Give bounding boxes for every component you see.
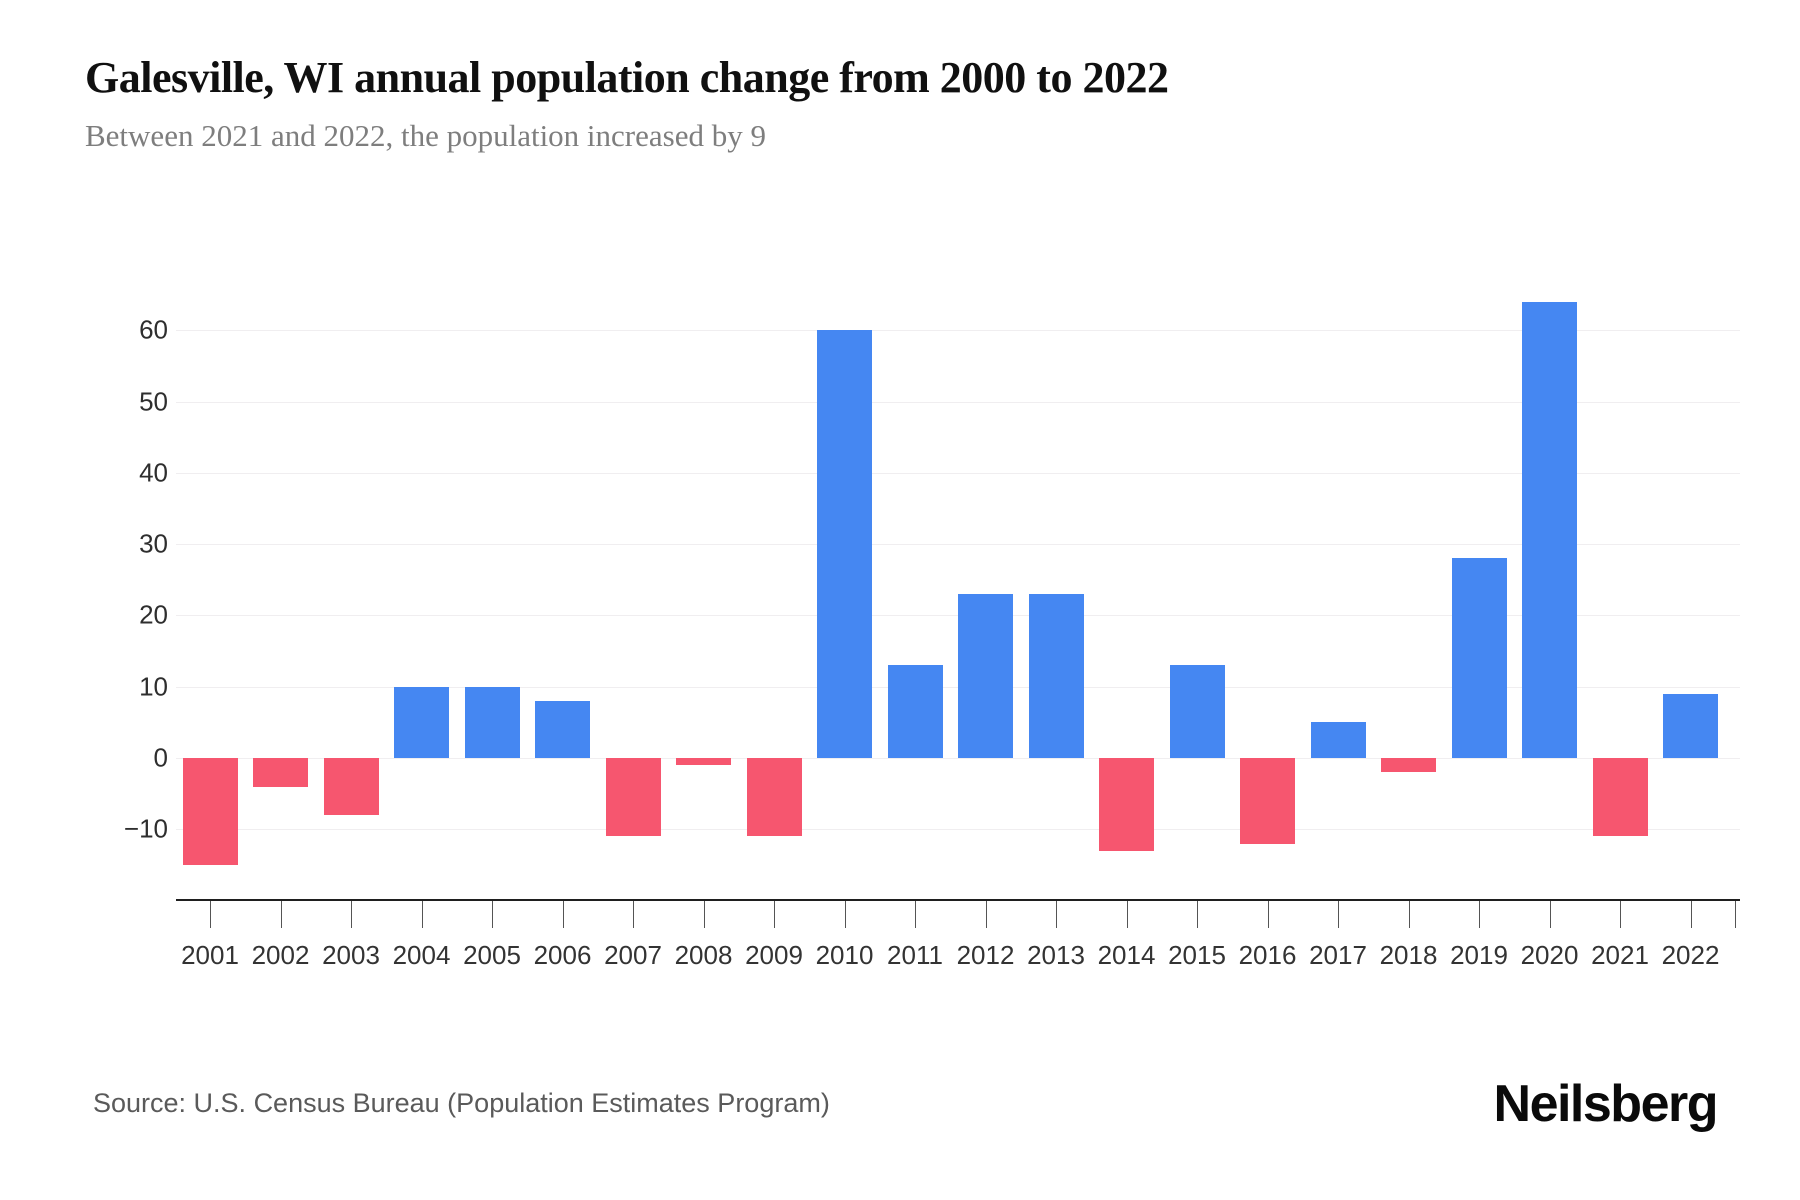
x-tick-2013 [1056, 901, 1057, 928]
x-axis-label-2006: 2006 [533, 940, 592, 970]
x-axis-label-2011: 2011 [887, 940, 943, 970]
x-tick-2003 [351, 901, 352, 928]
source-attribution: Source: U.S. Census Bureau (Population E… [93, 1088, 830, 1118]
x-tick-2001 [210, 901, 211, 928]
x-tick-2006 [562, 901, 564, 928]
gridline-30 [176, 544, 1740, 546]
x-axis-label-2007: 2007 [604, 940, 662, 970]
y-axis-label--10: −10 [123, 813, 168, 844]
x-tick-2011 [915, 901, 916, 928]
x-axis-label-2013: 2013 [1027, 940, 1085, 970]
x-axis-label-2004: 2004 [392, 940, 451, 970]
x-axis-label-2017: 2017 [1309, 940, 1367, 970]
x-axis-label-2003: 2003 [322, 940, 380, 970]
x-tick-2005 [492, 901, 493, 928]
bar-2001 [182, 758, 238, 865]
y-axis-label-10: 10 [139, 671, 168, 702]
y-axis-label-60: 60 [139, 314, 168, 345]
bar-2004 [394, 687, 449, 758]
x-tick-2010 [844, 901, 846, 928]
bar-2019 [1451, 558, 1507, 758]
y-axis-label-0: 0 [153, 742, 168, 773]
neilsberg-logo: Neilsberg [1493, 1075, 1719, 1133]
y-axis-label-20: 20 [139, 599, 168, 630]
bar-2020 [1522, 302, 1577, 758]
bar-2009 [746, 758, 802, 836]
x-tick-2015 [1197, 901, 1198, 928]
y-axis-label-40: 40 [139, 457, 168, 488]
x-axis-label-2010: 2010 [815, 940, 874, 970]
x-tick-2019 [1479, 901, 1480, 928]
x-tick-2017 [1338, 901, 1339, 928]
bar-2012 [958, 594, 1013, 758]
x-axis-label-2008: 2008 [674, 940, 733, 970]
bar-2011 [887, 665, 943, 758]
x-tick-2009 [774, 901, 775, 928]
gridline--10 [176, 829, 1740, 831]
x-tick-2002 [280, 901, 282, 928]
bar-2018 [1381, 758, 1436, 772]
bar-2007 [605, 758, 661, 836]
gridline-0 [176, 758, 1740, 759]
y-axis-label-50: 50 [139, 386, 168, 416]
gridline-60 [176, 330, 1740, 332]
x-axis-label-2002: 2002 [251, 940, 310, 970]
bar-2016 [1240, 758, 1295, 844]
x-tick-2020 [1549, 901, 1551, 928]
x-axis-label-2015: 2015 [1168, 940, 1226, 970]
y-axis-label-30: 30 [139, 528, 168, 559]
bar-2008 [676, 758, 731, 765]
bar-2010 [817, 330, 872, 758]
bar-2015 [1169, 665, 1225, 758]
x-axis-label-2020: 2020 [1520, 940, 1579, 970]
x-axis-label-2014: 2014 [1097, 940, 1156, 970]
x-axis-label-2019: 2019 [1450, 940, 1508, 970]
bar-2022 [1663, 694, 1718, 758]
x-axis-label-2022: 2022 [1661, 940, 1720, 970]
x-tick-2014 [1126, 901, 1128, 928]
bar-2014 [1099, 758, 1154, 851]
x-tick-2022 [1690, 901, 1692, 928]
x-tick-2018 [1408, 901, 1410, 928]
x-tick-2016 [1267, 901, 1269, 928]
bar-2006 [535, 701, 590, 758]
bar-2017 [1310, 722, 1366, 758]
gridline-40 [176, 472, 1740, 474]
x-tick-2007 [633, 901, 634, 928]
bar-2013 [1028, 594, 1084, 758]
bar-2002 [253, 758, 308, 787]
bar-2005 [464, 687, 520, 758]
x-axis-label-2005: 2005 [463, 940, 521, 970]
x-axis-label-2016: 2016 [1238, 940, 1297, 970]
bar-2003 [323, 758, 379, 815]
x-axis-label-2009: 2009 [745, 940, 803, 970]
x-tick-axis-end [1735, 901, 1736, 928]
bar-2021 [1592, 758, 1648, 836]
x-axis-line [176, 899, 1740, 901]
x-tick-2021 [1620, 901, 1621, 928]
x-axis-label-2018: 2018 [1379, 940, 1438, 970]
x-tick-2008 [703, 901, 705, 928]
x-axis-label-2001: 2001 [181, 940, 239, 970]
x-tick-2004 [421, 901, 423, 928]
x-axis-label-2021: 2021 [1591, 940, 1649, 970]
x-tick-2012 [985, 901, 987, 928]
chart-subtitle: Between 2021 and 2022, the population in… [85, 118, 766, 153]
chart-title: Galesville, WI annual population change … [85, 53, 1169, 102]
x-axis-label-2012: 2012 [956, 940, 1015, 970]
gridline-50 [176, 401, 1740, 403]
